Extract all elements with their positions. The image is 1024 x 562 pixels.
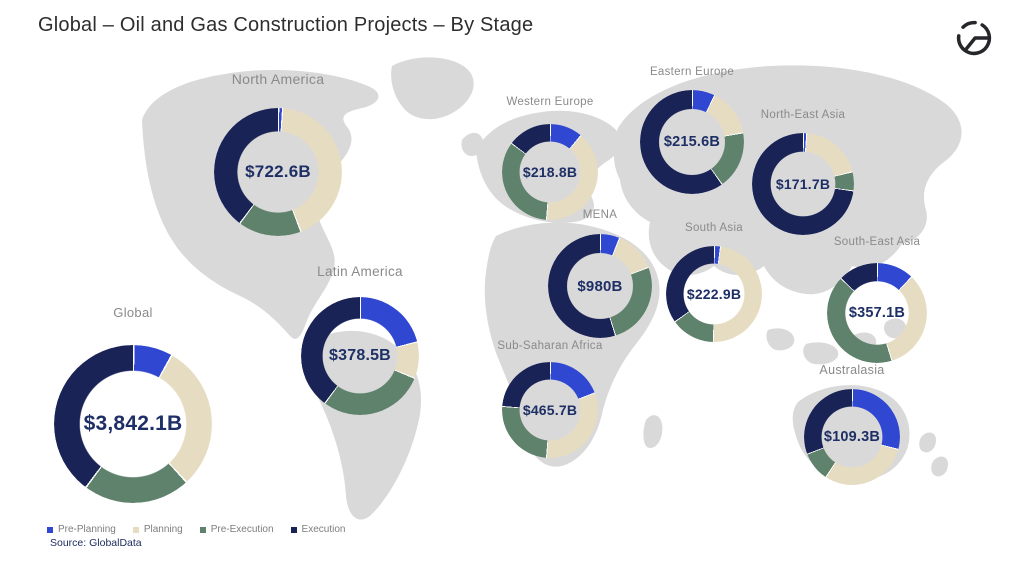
donut-chart-south-east-asia (827, 263, 927, 363)
map-indonesia-2 (803, 342, 839, 365)
map-british-isles (461, 132, 484, 156)
region-north-america: North America $722.6B (214, 71, 342, 236)
donut-chart-global (54, 345, 212, 503)
legend-item-execution: Execution (290, 524, 346, 535)
map-madagascar (643, 415, 663, 448)
region-value: $171.7B (775, 176, 831, 192)
map-new-zealand-north (919, 432, 936, 453)
region-mena: MENA $980B (548, 209, 652, 338)
region-value: $3,842.1B (83, 412, 183, 435)
map-greenland (391, 57, 474, 120)
region-label: Sub-Saharan Africa (497, 340, 603, 352)
donut-chart-north-america (214, 108, 342, 236)
region-value: $215.6B (663, 134, 721, 150)
legend-item-pre-planning: Pre-Planning (47, 524, 116, 535)
pre-execution-swatch-icon (199, 526, 206, 533)
donut-chart-eastern-europe (640, 90, 744, 194)
region-label: Latin America (317, 264, 403, 279)
donut-chart-western-europe (502, 124, 598, 220)
donut-chart-australasia (804, 389, 900, 485)
legend-item-pre-execution: Pre-Execution (199, 524, 274, 535)
region-value: $109.3B (823, 429, 881, 445)
region-australasia: Australasia $109.3B (804, 363, 900, 485)
region-label: Eastern Europe (649, 66, 735, 78)
region-label: MENA (582, 209, 618, 221)
legend-label: Execution (301, 524, 346, 535)
legend-item-planning: Planning (132, 524, 183, 535)
region-eastern-europe: Eastern Europe $215.6B (640, 66, 744, 194)
planning-swatch-icon (132, 526, 139, 533)
region-label: South Asia (685, 222, 743, 234)
map-new-zealand-south (931, 456, 948, 477)
legend-label: Pre-Execution (210, 524, 274, 535)
region-value: $465.7B (522, 402, 578, 418)
legend-label: Planning (143, 524, 183, 535)
region-value: $357.1B (848, 305, 906, 321)
region-south-asia: South Asia $222.9B (666, 222, 762, 342)
donut-chart-latin-america (301, 297, 419, 415)
region-north-east-asia: North-East Asia $171.7B (752, 109, 854, 235)
region-label: Western Europe (506, 96, 594, 108)
region-sub-saharan-africa: Sub-Saharan Africa $465.7B (497, 340, 602, 458)
region-label: North-East Asia (760, 109, 846, 121)
region-value: $218.8B (522, 164, 578, 180)
region-label: South-East Asia (833, 236, 921, 248)
region-label: Global (113, 305, 153, 320)
region-south-east-asia: South-East Asia $357.1B (827, 236, 927, 363)
region-value: $722.6B (245, 162, 311, 181)
pre-planning-swatch-icon (47, 526, 53, 533)
region-latin-america: Latin America $378.5B (301, 264, 419, 415)
globaldata-logo-icon (956, 20, 992, 56)
region-value: $980B (577, 277, 623, 295)
source-note: Source: GlobalData (50, 537, 142, 549)
donut-chart-mena (548, 234, 652, 338)
page-title: Global – Oil and Gas Construction Projec… (38, 14, 534, 36)
map-indonesia-1 (766, 328, 795, 351)
execution-swatch-icon (290, 526, 297, 533)
legend-label: Pre-Planning (58, 524, 116, 535)
donut-chart-sub-saharan-africa (502, 362, 598, 458)
region-global: Global $3,842.1B (54, 305, 212, 503)
donut-chart-north-east-asia (752, 133, 854, 235)
region-label: Australasia (819, 363, 885, 377)
region-value: $222.9B (686, 286, 742, 302)
region-value: $378.5B (329, 347, 391, 364)
region-label: North America (231, 71, 325, 87)
map-japan (887, 167, 912, 210)
legend: Pre-Planning Planning Pre-Execution Exec… (47, 524, 345, 535)
region-western-europe: Western Europe $218.8B (502, 96, 598, 220)
donut-chart-south-asia (666, 246, 762, 342)
